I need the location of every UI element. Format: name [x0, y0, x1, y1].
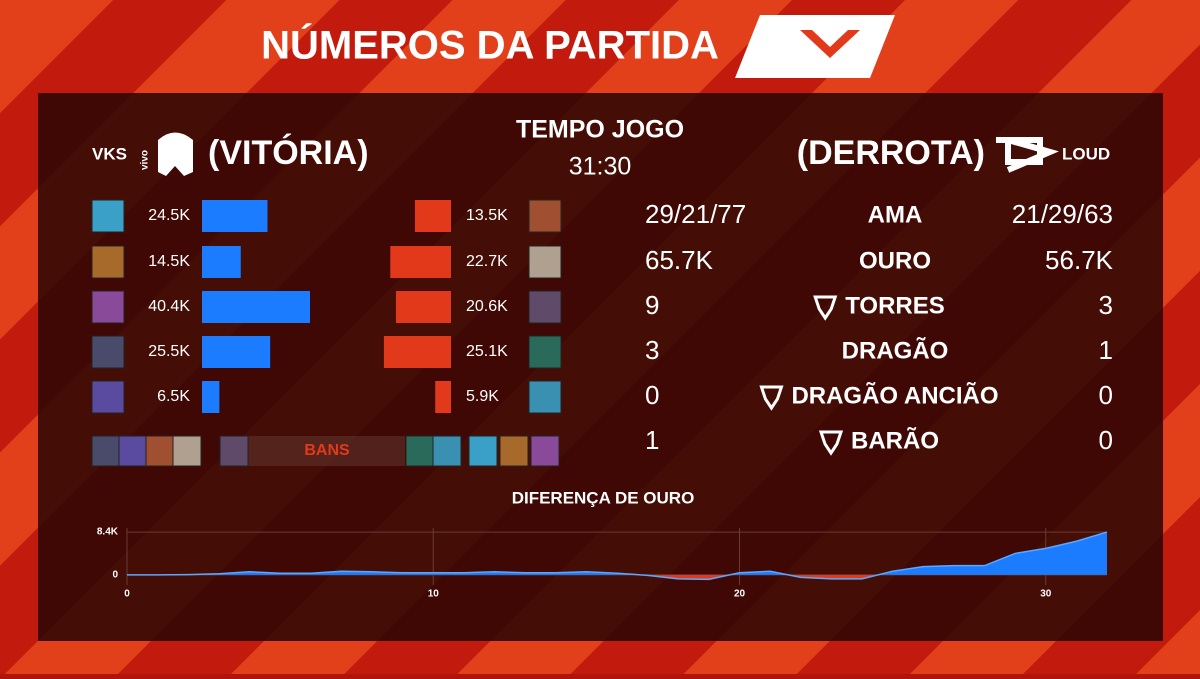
damage-label: 25.5K: [148, 343, 190, 360]
stat-icon: [818, 430, 844, 456]
stat-right: 3: [1099, 290, 1113, 320]
ban-icon: [405, 435, 435, 467]
gold-area: [127, 532, 1107, 580]
team-logo: [996, 137, 1059, 173]
team-logo: [158, 132, 193, 176]
ban-icon: [219, 435, 249, 467]
champion-icon: [91, 335, 125, 369]
champion-icon: [528, 290, 562, 324]
damage-bar: [414, 200, 451, 232]
team-tag: VKS: [92, 144, 127, 163]
x-tick-label: 0: [124, 589, 130, 600]
chart-title: DIFERENÇA DE OURO: [512, 488, 695, 507]
stat-icon: [759, 385, 784, 411]
damage-label: 25.1K: [466, 343, 508, 360]
ban-icon: [145, 435, 175, 467]
stat-right: 56.7K: [1045, 245, 1114, 275]
champion-icon: [528, 199, 562, 233]
game-time: 31:30: [569, 153, 632, 181]
damage-label: 5.9K: [466, 388, 499, 405]
champion-icon: [91, 290, 125, 324]
x-tick-label: 30: [1040, 589, 1052, 600]
logo-badge: [735, 15, 895, 78]
stat-label: TORRES: [845, 292, 945, 319]
damage-label: 14.5K: [148, 253, 190, 270]
stat-label: BARÃO: [851, 426, 939, 454]
ban-icon: [468, 435, 498, 467]
damage-bar: [202, 200, 268, 232]
damage-bar: [383, 336, 451, 368]
game-time-label: TEMPO JOGO: [516, 116, 684, 144]
ban-icon: [172, 435, 202, 467]
team-result: (DERROTA): [797, 134, 985, 172]
champion-icon: [91, 380, 125, 414]
stat-left: 29/21/77: [645, 199, 746, 229]
champion-icon: [528, 335, 562, 369]
ban-icon: [432, 435, 462, 467]
ban-icon: [118, 435, 148, 467]
stat-left: 3: [645, 335, 659, 365]
damage-label: 13.5K: [466, 207, 508, 224]
damage-bar: [390, 246, 451, 278]
damage-bar: [202, 336, 271, 368]
damage-bar: [395, 291, 451, 323]
damage-label: 6.5K: [157, 388, 190, 405]
stat-right: 1: [1099, 335, 1113, 365]
damage-bar: [202, 381, 220, 413]
stat-left: 9: [645, 290, 659, 320]
stat-left: 1: [645, 425, 659, 455]
x-tick-label: 20: [734, 589, 746, 600]
y-tick-label: 0: [112, 569, 118, 580]
stat-left: 65.7K: [645, 245, 714, 275]
sponsor: vivo: [140, 150, 151, 170]
stat-left: 0: [645, 380, 659, 410]
damage-label: 22.7K: [466, 253, 508, 270]
x-tick-label: 10: [428, 589, 440, 600]
damage-bar: [202, 291, 310, 323]
ban-icon: [499, 435, 529, 467]
stat-label: AMA: [868, 201, 923, 228]
champion-icon: [91, 199, 125, 233]
bans-label: BANS: [304, 442, 350, 459]
y-tick-label: 8.4K: [97, 527, 119, 538]
stat-right: 21/29/63: [1012, 199, 1113, 229]
bans-band: [235, 436, 405, 466]
damage-label: 40.4K: [148, 298, 190, 315]
stat-label: DRAGÃO ANCIÃO: [791, 381, 998, 409]
damage-label: 20.6K: [466, 298, 508, 315]
ban-icon: [91, 435, 121, 467]
stat-label: DRAGÃO: [842, 336, 949, 364]
damage-label: 24.5K: [148, 207, 190, 224]
stat-right: 0: [1099, 425, 1113, 455]
champion-icon: [528, 245, 562, 279]
title: NÚMEROS DA PARTIDA: [261, 22, 719, 68]
champion-icon: [528, 380, 562, 414]
champion-icon: [91, 245, 125, 279]
damage-bar: [202, 246, 241, 278]
damage-bar: [435, 381, 451, 413]
gold-line: [127, 531, 1108, 581]
team-result: (VITÓRIA): [208, 134, 369, 172]
team-tag: LOUD: [1062, 144, 1110, 163]
stat-icon: [813, 295, 838, 321]
stat-right: 0: [1099, 380, 1113, 410]
ban-icon: [530, 435, 560, 467]
stat-label: OURO: [859, 247, 931, 274]
league-logo: [800, 30, 860, 58]
